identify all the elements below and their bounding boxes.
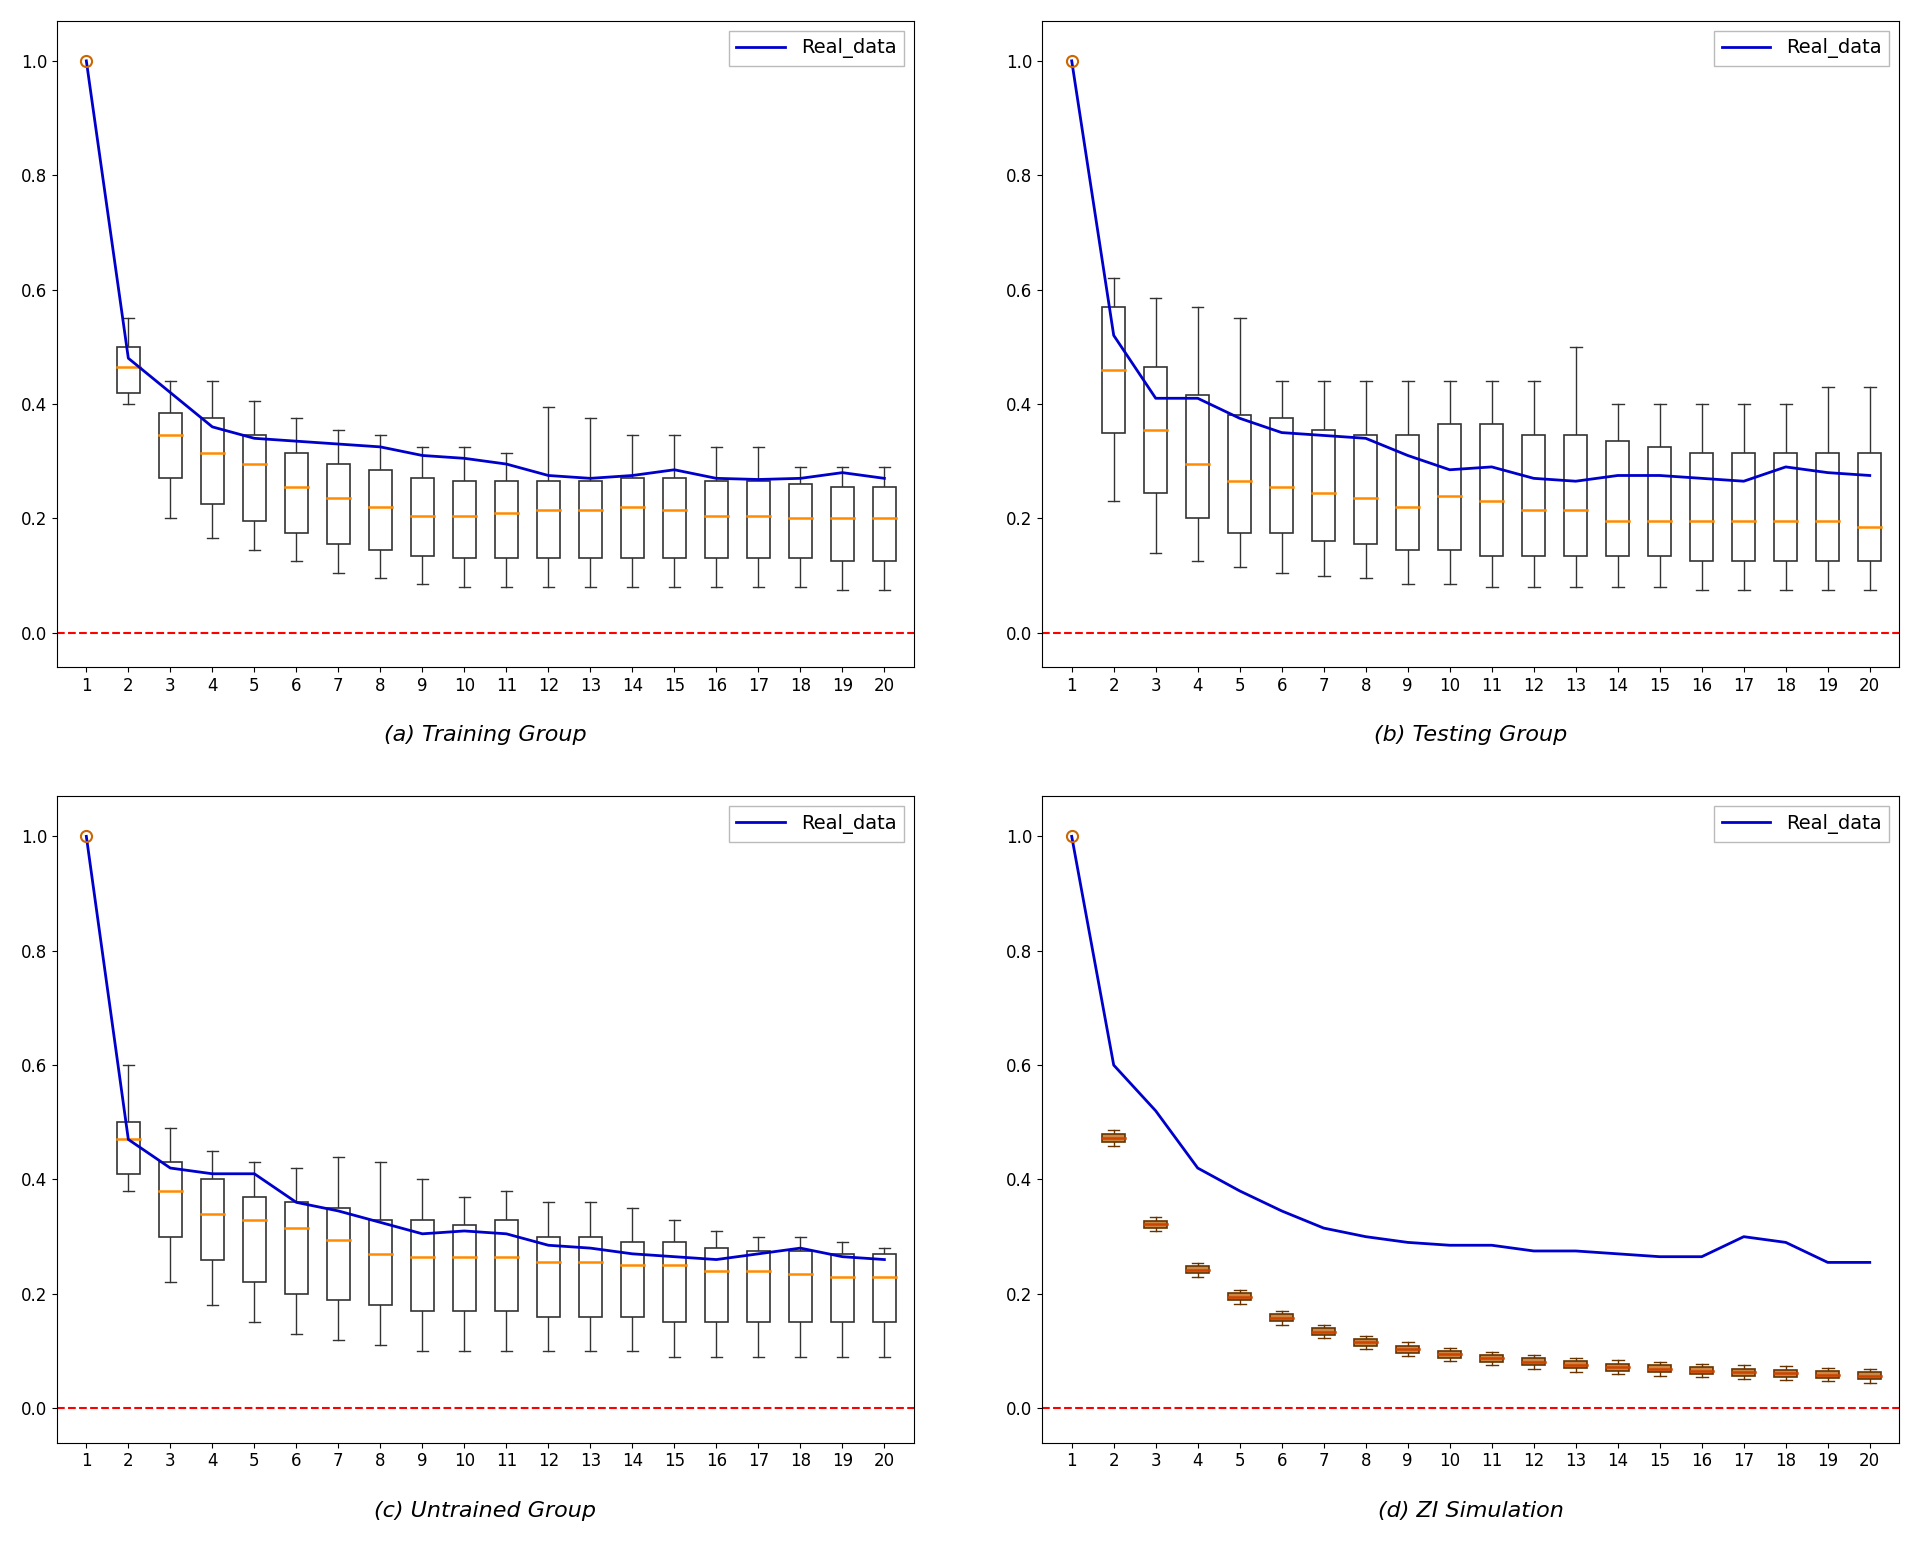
Bar <box>620 478 643 558</box>
Bar <box>369 470 392 550</box>
Bar <box>1102 307 1125 433</box>
Bar <box>1690 1367 1713 1374</box>
Bar <box>1144 1220 1167 1228</box>
Bar <box>662 478 685 558</box>
Bar <box>1354 1339 1377 1345</box>
Bar <box>538 481 561 558</box>
Bar <box>662 1242 685 1322</box>
Bar <box>411 1220 434 1311</box>
Bar <box>705 1248 728 1322</box>
Text: (a) Training Group: (a) Training Group <box>384 726 588 745</box>
Bar <box>284 453 307 533</box>
Bar <box>495 1220 518 1311</box>
Bar <box>1732 1369 1755 1375</box>
Legend: Real_data: Real_data <box>1715 30 1889 66</box>
Bar <box>1311 1328 1334 1334</box>
Bar <box>1774 453 1797 561</box>
Bar <box>159 412 182 478</box>
Bar <box>1565 1361 1588 1369</box>
Bar <box>705 481 728 558</box>
Bar <box>1396 436 1419 550</box>
Bar <box>747 1251 770 1322</box>
Bar <box>453 1225 476 1311</box>
Bar <box>242 1196 265 1283</box>
Bar <box>1523 1358 1546 1366</box>
Text: (d) ZI Simulation: (d) ZI Simulation <box>1379 1501 1563 1521</box>
Bar <box>1607 441 1630 555</box>
Legend: Real_data: Real_data <box>730 30 904 66</box>
Bar <box>159 1162 182 1237</box>
Bar <box>789 485 812 558</box>
Bar <box>453 481 476 558</box>
Bar <box>1816 453 1839 561</box>
Bar <box>1859 1372 1882 1380</box>
Bar <box>578 1237 601 1317</box>
Bar <box>538 1237 561 1317</box>
Bar <box>1271 419 1294 533</box>
Bar <box>1732 453 1755 561</box>
Bar <box>284 1203 307 1294</box>
Bar <box>578 481 601 558</box>
Bar <box>202 1179 225 1259</box>
Bar <box>242 436 265 521</box>
Bar <box>1102 1134 1125 1143</box>
Bar <box>202 419 225 503</box>
Bar <box>1396 1345 1419 1353</box>
Bar <box>747 481 770 558</box>
Bar <box>495 481 518 558</box>
Bar <box>326 464 349 544</box>
Bar <box>1438 1352 1461 1358</box>
Bar <box>1480 1355 1503 1363</box>
Bar <box>1187 395 1210 519</box>
Bar <box>1229 1294 1252 1300</box>
Bar <box>326 1207 349 1300</box>
Bar <box>1607 1364 1630 1370</box>
Bar <box>831 1254 854 1322</box>
Bar <box>1438 423 1461 550</box>
Bar <box>1144 367 1167 492</box>
Bar <box>369 1220 392 1305</box>
Bar <box>874 1254 897 1322</box>
Bar <box>831 488 854 561</box>
Bar <box>1774 1370 1797 1377</box>
Bar <box>411 478 434 555</box>
Bar <box>789 1251 812 1322</box>
Bar <box>1271 1314 1294 1322</box>
Bar <box>1523 436 1546 555</box>
Legend: Real_data: Real_data <box>1715 806 1889 842</box>
Bar <box>1647 1366 1670 1372</box>
Bar <box>117 1123 140 1174</box>
Text: (c) Untrained Group: (c) Untrained Group <box>374 1501 597 1521</box>
Bar <box>874 488 897 561</box>
Bar <box>1311 430 1334 541</box>
Bar <box>1859 453 1882 561</box>
Bar <box>1229 416 1252 533</box>
Bar <box>1187 1267 1210 1273</box>
Text: (b) Testing Group: (b) Testing Group <box>1375 726 1567 745</box>
Bar <box>1480 423 1503 555</box>
Bar <box>117 347 140 392</box>
Bar <box>620 1242 643 1317</box>
Bar <box>1816 1370 1839 1378</box>
Bar <box>1565 436 1588 555</box>
Legend: Real_data: Real_data <box>730 806 904 842</box>
Bar <box>1690 453 1713 561</box>
Bar <box>1647 447 1670 555</box>
Bar <box>1354 436 1377 544</box>
